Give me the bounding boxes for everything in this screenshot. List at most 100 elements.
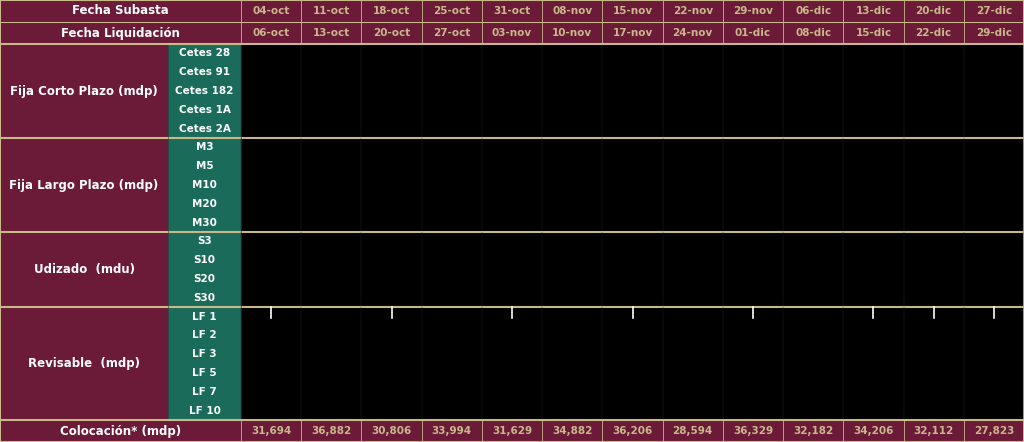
Bar <box>602 22 663 44</box>
Text: 25-oct: 25-oct <box>433 6 470 16</box>
Text: 13-oct: 13-oct <box>312 28 350 38</box>
Bar <box>844 22 903 44</box>
Bar <box>168 232 241 251</box>
Bar <box>168 401 241 420</box>
Bar <box>663 420 723 442</box>
Text: S30: S30 <box>194 293 215 303</box>
Text: Cetes 28: Cetes 28 <box>179 49 230 58</box>
Text: Colocación* (mdp): Colocación* (mdp) <box>60 424 181 438</box>
Bar <box>964 0 1024 22</box>
Text: 03-nov: 03-nov <box>492 28 532 38</box>
Bar <box>241 420 301 442</box>
Bar <box>168 213 241 232</box>
Text: 04-oct: 04-oct <box>253 6 290 16</box>
Bar <box>301 22 361 44</box>
Text: 22-nov: 22-nov <box>673 6 713 16</box>
Bar <box>168 345 241 364</box>
Text: S10: S10 <box>194 255 215 265</box>
Text: 22-dic: 22-dic <box>915 28 951 38</box>
Bar <box>168 138 241 157</box>
Text: Udizado  (mdu): Udizado (mdu) <box>34 263 134 276</box>
Text: LF 5: LF 5 <box>193 368 217 378</box>
Bar <box>168 307 241 326</box>
Text: 32,112: 32,112 <box>913 426 953 436</box>
Bar <box>783 420 844 442</box>
Bar <box>241 307 1024 420</box>
Bar <box>241 44 1024 138</box>
Text: Cetes 1A: Cetes 1A <box>178 105 230 115</box>
Bar <box>0 307 168 420</box>
Bar <box>361 420 422 442</box>
Bar <box>301 420 361 442</box>
Bar <box>602 0 663 22</box>
Text: 32,182: 32,182 <box>793 426 834 436</box>
Bar <box>241 138 1024 232</box>
Text: 01-dic: 01-dic <box>735 28 771 38</box>
Text: Cetes 182: Cetes 182 <box>175 86 233 96</box>
Bar <box>964 22 1024 44</box>
Text: M30: M30 <box>193 217 217 228</box>
Bar <box>542 420 602 442</box>
Text: 28,594: 28,594 <box>673 426 713 436</box>
Bar <box>903 0 964 22</box>
Bar <box>168 119 241 138</box>
Bar <box>168 100 241 119</box>
Bar <box>723 22 783 44</box>
Text: 17-nov: 17-nov <box>612 28 652 38</box>
Text: LF 1: LF 1 <box>193 312 217 322</box>
Text: M5: M5 <box>196 161 213 171</box>
Text: 27,823: 27,823 <box>974 426 1014 436</box>
Text: Fija Largo Plazo (mdp): Fija Largo Plazo (mdp) <box>9 179 159 191</box>
Text: Fecha Subasta: Fecha Subasta <box>72 4 169 18</box>
Bar <box>602 420 663 442</box>
Text: Fecha Liquidación: Fecha Liquidación <box>61 27 180 39</box>
Text: Fija Corto Plazo (mdp): Fija Corto Plazo (mdp) <box>10 84 158 98</box>
Bar <box>903 22 964 44</box>
Text: 34,882: 34,882 <box>552 426 593 436</box>
Text: 33,994: 33,994 <box>432 426 472 436</box>
Bar <box>783 0 844 22</box>
Bar <box>301 0 361 22</box>
Text: S20: S20 <box>194 274 215 284</box>
Text: 15-nov: 15-nov <box>612 6 652 16</box>
Text: 10-nov: 10-nov <box>552 28 592 38</box>
Bar <box>168 382 241 401</box>
Bar <box>241 0 301 22</box>
Bar <box>361 0 422 22</box>
Bar <box>844 0 903 22</box>
Text: 06-oct: 06-oct <box>253 28 290 38</box>
Bar <box>723 0 783 22</box>
Text: LF 7: LF 7 <box>193 387 217 397</box>
Text: 27-oct: 27-oct <box>433 28 470 38</box>
Text: 36,329: 36,329 <box>733 426 773 436</box>
Text: Cetes 2A: Cetes 2A <box>178 124 230 133</box>
Bar <box>903 420 964 442</box>
Bar <box>422 0 482 22</box>
Text: 27-dic: 27-dic <box>976 6 1012 16</box>
Bar <box>0 232 168 307</box>
Text: 31,694: 31,694 <box>251 426 291 436</box>
Text: 08-nov: 08-nov <box>552 6 592 16</box>
Bar <box>542 22 602 44</box>
Bar <box>168 288 241 307</box>
Text: LF 10: LF 10 <box>188 406 220 415</box>
Bar <box>241 22 301 44</box>
Text: Cetes 91: Cetes 91 <box>179 67 230 77</box>
Text: 20-oct: 20-oct <box>373 28 411 38</box>
Text: S3: S3 <box>198 236 212 246</box>
Bar <box>168 194 241 213</box>
Text: 18-oct: 18-oct <box>373 6 411 16</box>
Bar <box>168 326 241 345</box>
Bar <box>168 270 241 288</box>
Text: 31-oct: 31-oct <box>494 6 530 16</box>
Bar <box>168 251 241 270</box>
Bar <box>168 157 241 175</box>
Bar <box>663 0 723 22</box>
Bar <box>844 420 903 442</box>
Bar <box>964 420 1024 442</box>
Bar <box>0 22 241 44</box>
Text: 20-dic: 20-dic <box>915 6 951 16</box>
Bar <box>168 364 241 382</box>
Text: 24-nov: 24-nov <box>673 28 713 38</box>
Bar <box>168 63 241 82</box>
